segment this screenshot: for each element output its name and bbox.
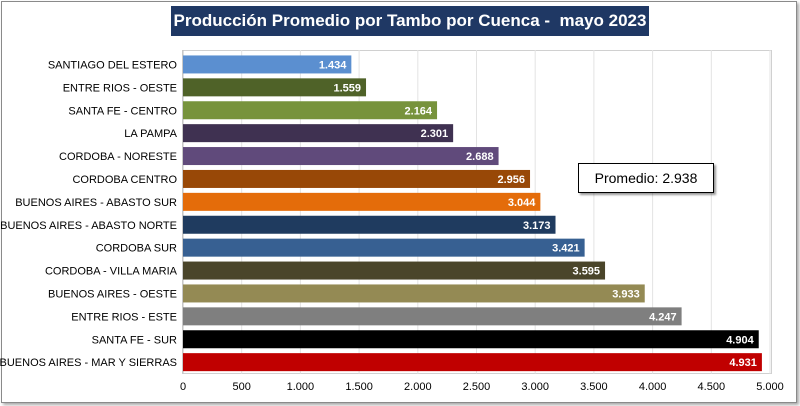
bar-1 <box>183 78 367 97</box>
x-tick-label-8: 4.000 <box>639 381 667 393</box>
value-label-1: 1.559 <box>333 82 361 94</box>
category-label-2: SANTA FE - CENTRO <box>68 105 177 117</box>
category-label-0: SANTIAGO DEL ESTERO <box>48 59 178 71</box>
chart-title: Producción Promedio por Tambo por Cuenca… <box>171 6 649 36</box>
value-label-12: 4.904 <box>726 334 754 346</box>
category-label-13: BUENOS AIRES - MAR Y SIERRAS <box>0 357 177 369</box>
x-tick-label-0: 0 <box>180 381 186 393</box>
bar-3 <box>183 124 454 143</box>
value-label-3: 2.301 <box>421 128 449 140</box>
value-label-5: 2.956 <box>498 174 526 186</box>
value-label-9: 3.595 <box>573 266 601 278</box>
x-tick-label-6: 3.000 <box>521 381 549 393</box>
value-label-2: 2.164 <box>405 105 433 117</box>
value-label-7: 3.173 <box>523 220 551 232</box>
x-tick-label-9: 4.500 <box>698 381 726 393</box>
value-label-10: 3.933 <box>612 288 640 300</box>
category-label-1: ENTRE RIOS - OESTE <box>63 82 177 94</box>
value-label-11: 4.247 <box>649 311 677 323</box>
bar-13 <box>183 353 762 372</box>
x-tick-label-5: 2.500 <box>463 381 491 393</box>
category-label-3: LA PAMPA <box>124 128 177 140</box>
bar-8 <box>183 238 585 257</box>
x-tick-label-3: 1.500 <box>345 381 373 393</box>
x-tick-label-10: 5.000 <box>756 381 784 393</box>
bar-2 <box>183 101 438 120</box>
value-label-13: 4.931 <box>729 357 757 369</box>
category-label-10: BUENOS AIRES - OESTE <box>48 288 177 300</box>
bar-4 <box>183 147 499 166</box>
x-tick-label-7: 3.500 <box>580 381 608 393</box>
value-label-6: 3.044 <box>508 197 536 209</box>
bar-9 <box>183 261 606 280</box>
value-label-4: 2.688 <box>466 151 494 163</box>
category-label-6: BUENOS AIRES - ABASTO SUR <box>15 197 177 209</box>
bar-10 <box>183 284 645 303</box>
category-label-4: CORDOBA - NORESTE <box>59 151 177 163</box>
x-tick-label-2: 1.000 <box>287 381 315 393</box>
x-tick-label-1: 500 <box>233 381 251 393</box>
bar-11 <box>183 307 682 326</box>
category-label-7: BUENOS AIRES - ABASTO NORTE <box>0 220 177 232</box>
category-label-8: CORDOBA SUR <box>96 243 177 255</box>
value-label-0: 1.434 <box>319 59 347 71</box>
category-label-5: CORDOBA CENTRO <box>72 174 177 186</box>
value-label-8: 3.421 <box>552 243 580 255</box>
bar-12 <box>183 330 759 349</box>
bar-0 <box>183 55 352 74</box>
category-label-9: CORDOBA - VILLA MARIA <box>45 266 178 278</box>
bar-6 <box>183 192 541 211</box>
average-callout: Promedio: 2.938 <box>578 163 714 193</box>
bar-7 <box>183 215 556 234</box>
x-tick-label-4: 2.000 <box>404 381 432 393</box>
bar-5 <box>183 169 531 188</box>
category-label-11: ENTRE RIOS - ESTE <box>71 311 177 323</box>
category-label-12: SANTA FE - SUR <box>92 334 177 346</box>
